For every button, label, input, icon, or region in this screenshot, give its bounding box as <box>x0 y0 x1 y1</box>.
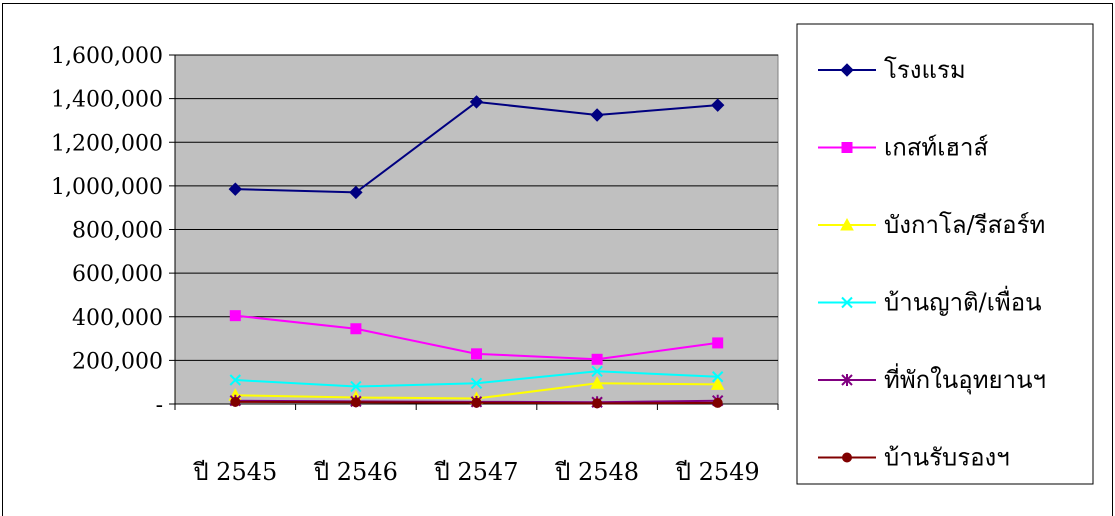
legend-entry: บ้านรับรองฯ <box>818 444 1010 472</box>
legend-entry: เกสท์เฮาส์ <box>818 134 989 162</box>
y-tick-label: 400,000 <box>72 306 163 331</box>
y-tick-label: 1,200,000 <box>51 131 163 156</box>
data-point <box>591 353 603 365</box>
data-point <box>469 95 484 109</box>
x-tick-label: ปี 2549 <box>675 458 760 486</box>
series-3 <box>229 365 724 393</box>
legend-label: บังกาโล/รีสอร์ท <box>884 211 1045 239</box>
legend-marker <box>841 142 853 153</box>
data-point <box>712 397 723 408</box>
x-tick-label: ปี 2546 <box>313 458 398 486</box>
legend-box <box>796 23 1094 485</box>
data-point <box>591 365 603 377</box>
data-point <box>230 396 241 407</box>
data-point <box>350 323 362 335</box>
legend-entry: ที่พักในอุทยานฯ <box>818 363 1046 395</box>
data-point <box>228 182 243 196</box>
y-tick-label: 1,600,000 <box>51 44 163 69</box>
data-point <box>590 108 604 122</box>
legend-marker <box>841 296 853 309</box>
y-tick-label: 1,000,000 <box>51 175 163 200</box>
legend: โรงแรมเกสท์เฮาส์บังกาโล/รีสอร์ทบ้านญาติ/… <box>796 23 1094 485</box>
y-tick-label: 600,000 <box>72 262 163 287</box>
legend-label: เกสท์เฮาส์ <box>884 134 989 162</box>
legend-label: โรงแรม <box>884 56 966 84</box>
x-axis-tick-labels: ปี 2545 ปี 2546 ปี 2547 ปี 2548 ปี 2549 <box>192 458 759 486</box>
chart-frame <box>2 3 1113 516</box>
x-tick-label: ปี 2545 <box>192 458 277 486</box>
data-point <box>350 397 361 408</box>
y-tick-label: - <box>156 393 163 418</box>
series-lines <box>228 95 725 409</box>
data-point <box>592 398 603 409</box>
x-tick-label: ปี 2548 <box>554 458 639 486</box>
legend-entry: บ้านญาติ/เพื่อน <box>818 286 1042 317</box>
data-point <box>711 371 724 383</box>
series-1 <box>229 310 724 365</box>
data-point <box>470 377 483 389</box>
legend-label: ที่พักในอุทยานฯ <box>884 363 1046 395</box>
data-point <box>710 377 725 390</box>
x-tick-label: ปี 2547 <box>433 458 518 486</box>
y-tick-label: 1,400,000 <box>51 88 163 113</box>
legend-marker <box>840 217 854 231</box>
data-point <box>590 376 604 389</box>
data-point <box>712 337 724 349</box>
legend-label: บ้านญาติ/เพื่อน <box>884 286 1042 317</box>
legend-entry: บังกาโล/รีสอร์ท <box>818 211 1045 239</box>
data-point <box>350 380 362 393</box>
data-point <box>229 374 242 386</box>
data-point <box>710 98 725 112</box>
legend-label: บ้านรับรองฯ <box>884 444 1010 472</box>
y-tick-label: 200,000 <box>72 349 163 374</box>
data-point <box>471 348 482 360</box>
data-point <box>471 397 482 408</box>
data-point <box>229 310 241 322</box>
legend-entry: โรงแรม <box>818 56 966 84</box>
y-tick-label: 800,000 <box>72 219 163 244</box>
legend-marker <box>841 374 853 386</box>
series-5 <box>230 396 723 409</box>
series-0 <box>228 95 725 200</box>
legend-marker <box>842 452 852 463</box>
y-axis-tick-labels: - 200,000 400,000 600,000 800,000 1,000,000 1,… <box>51 44 163 418</box>
legend-marker <box>840 63 854 77</box>
data-point <box>349 185 363 200</box>
gridlines <box>169 54 778 405</box>
